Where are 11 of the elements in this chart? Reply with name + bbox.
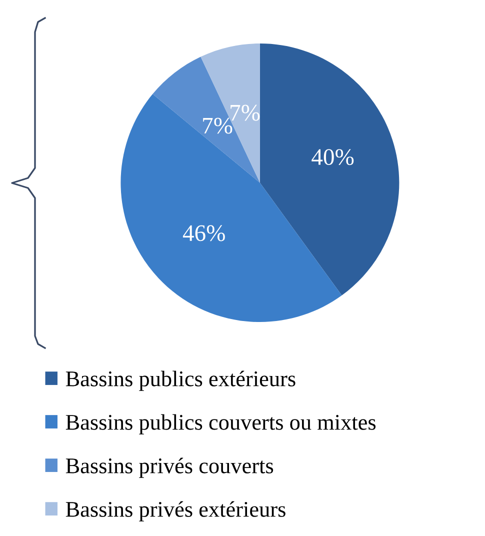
pie-slice bbox=[152, 56, 260, 183]
legend-label: Bassins privés extérieurs bbox=[66, 501, 286, 522]
data-label: 40% bbox=[312, 149, 354, 166]
pie-slice bbox=[260, 44, 400, 296]
legend-label: Bassins publics extérieurs bbox=[66, 370, 296, 391]
legend-label: Bassins publics couverts ou mixtes bbox=[66, 414, 376, 434]
legend-label: Bassins privés couverts bbox=[66, 458, 274, 478]
data-label: 7% bbox=[203, 118, 232, 134]
data-label: 7% bbox=[230, 104, 260, 121]
data-label: 46% bbox=[182, 225, 225, 242]
pie-slice bbox=[200, 44, 260, 183]
